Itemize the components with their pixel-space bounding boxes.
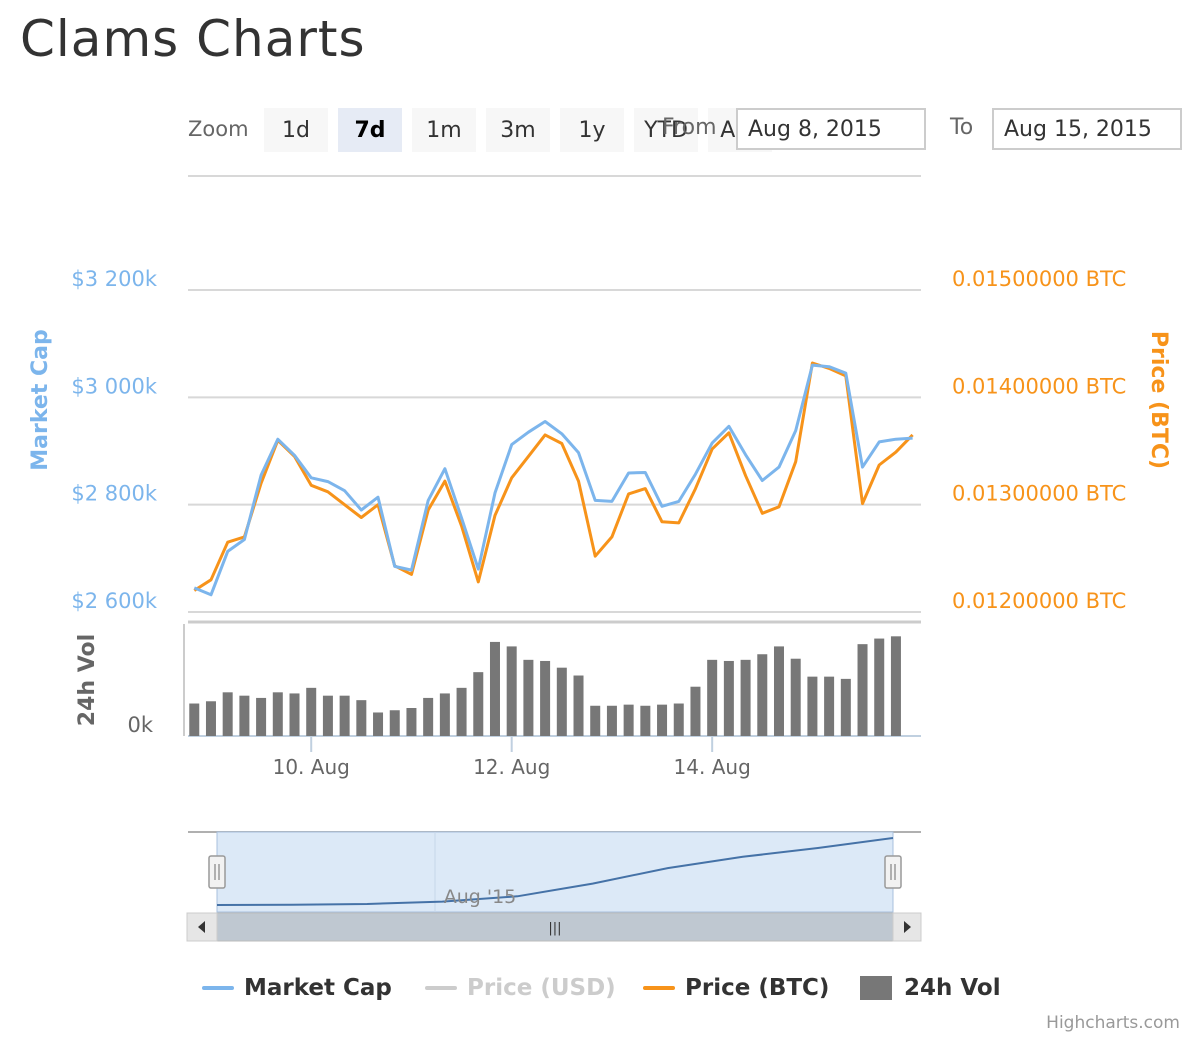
volume-bar <box>322 695 333 736</box>
legend-market-cap[interactable]: Market Cap <box>202 972 392 1004</box>
x-axis-tick-label: 14. Aug <box>674 755 751 779</box>
volume-bar <box>757 654 768 736</box>
zoom-1y-button[interactable]: 1y <box>560 108 624 152</box>
legend-price-usd-label: Price (USD) <box>467 975 616 1001</box>
range-from-label: From <box>662 115 717 140</box>
volume-bar <box>874 638 885 736</box>
volume-bar <box>690 686 701 736</box>
scrollbar-left-arrow-icon <box>198 921 205 933</box>
right-axis-tick-label: 0.01500000 BTC <box>952 267 1126 291</box>
series-lines <box>193 361 914 597</box>
x-axis-tick-label: 10. Aug <box>273 755 350 779</box>
volume-bars <box>189 636 901 736</box>
zoom-label: Zoom <box>188 117 249 141</box>
volume-bar <box>657 704 668 736</box>
navigator[interactable]: Aug '15 ||| <box>186 831 922 942</box>
volume-bar <box>723 660 734 736</box>
legend-price-btc-label: Price (BTC) <box>685 975 830 1001</box>
price-btc-line <box>193 361 914 592</box>
volume-bar <box>590 705 601 736</box>
volume-bar <box>540 660 551 736</box>
volume-bar <box>890 636 901 736</box>
volume-bar <box>523 659 534 736</box>
volume-bar <box>773 646 784 736</box>
volume-bar <box>790 658 801 736</box>
volume-bar <box>306 687 317 736</box>
volume-bar <box>473 672 484 736</box>
volume-bar <box>439 693 450 736</box>
zoom-1d-button[interactable]: 1d <box>264 108 328 152</box>
legend-price-usd-swatch <box>425 986 457 990</box>
volume-axis-tick-label: 0k <box>127 713 153 737</box>
volume-bar <box>373 712 384 736</box>
volume-bar <box>640 705 651 736</box>
volume-bar <box>857 644 868 736</box>
right-axis-tick-label: 0.01400000 BTC <box>952 374 1126 398</box>
volume-bar <box>239 695 250 736</box>
legend-24h-vol[interactable]: 24h Vol <box>860 972 1001 1004</box>
volume-bar <box>289 693 300 736</box>
volume-bar <box>423 697 434 736</box>
volume-bar <box>506 646 517 736</box>
volume-bar <box>807 676 818 736</box>
volume-bar <box>489 641 500 736</box>
volume-bar <box>824 676 835 736</box>
navigator-left-handle <box>208 855 226 889</box>
legend-price-btc-swatch <box>643 986 675 990</box>
volume-bar <box>189 703 200 736</box>
volume-bar <box>707 659 718 736</box>
volume-bar <box>740 659 751 736</box>
legend-24h-vol-swatch <box>860 976 892 1000</box>
volume-bar <box>623 704 634 736</box>
volume-bar <box>272 692 283 736</box>
legend-market-cap-label: Market Cap <box>244 975 392 1001</box>
volume-bar <box>556 667 567 736</box>
navigator-series-line <box>216 837 894 906</box>
left-axis-title: Market Cap <box>28 329 53 470</box>
volume-bar <box>673 703 684 736</box>
navigator-date-label: Aug '15 <box>444 886 517 908</box>
legend-price-usd[interactable]: Price (USD) <box>425 972 616 1004</box>
scrollbar-grip-icon: ||| <box>548 921 561 936</box>
zoom-1m-button[interactable]: 1m <box>412 108 476 152</box>
volume-bar <box>606 705 617 736</box>
right-axis-title: Price (BTC) <box>1146 331 1171 469</box>
volume-bar <box>456 687 467 736</box>
axis-labels: $3 200k $3 000k $2 800k $2 600k 0.01500000 B… <box>28 267 1171 779</box>
right-axis-tick-label: 0.01200000 BTC <box>952 589 1126 613</box>
zoom-3m-button[interactable]: 3m <box>486 108 550 152</box>
volume-bar <box>406 708 417 736</box>
navigator-selection <box>216 831 894 913</box>
volume-bar <box>256 697 267 736</box>
x-axis-tick-label: 12. Aug <box>473 755 550 779</box>
range-to-label: To <box>950 115 974 140</box>
legend-price-btc[interactable]: Price (BTC) <box>643 972 829 1004</box>
volume-bar <box>573 675 584 736</box>
left-axis-tick-label: $2 600k <box>71 589 157 613</box>
range-to-input[interactable] <box>992 108 1182 150</box>
legend-24h-vol-label: 24h Vol <box>904 975 1001 1001</box>
volume-bar <box>356 700 367 736</box>
volume-bar <box>339 695 350 736</box>
range-from-input[interactable] <box>736 108 926 150</box>
navigator-right-handle <box>884 855 902 889</box>
left-axis-tick-label: $3 000k <box>71 374 157 398</box>
credits-link[interactable]: Highcharts.com <box>1046 1013 1180 1033</box>
page-title: Clams Charts <box>20 10 366 68</box>
volume-bar <box>222 692 233 736</box>
left-axis-tick-label: $3 200k <box>71 267 157 291</box>
volume-axis-title: 24h Vol <box>75 634 100 726</box>
volume-bar <box>205 701 216 736</box>
market-cap-line <box>193 363 913 597</box>
volume-bar <box>840 678 851 736</box>
left-axis-tick-label: $2 800k <box>71 482 157 506</box>
scrollbar-right-arrow-icon <box>904 921 911 933</box>
zoom-ytd-button[interactable]: YTD <box>634 108 698 152</box>
right-axis-tick-label: 0.01300000 BTC <box>952 482 1126 506</box>
legend-market-cap-swatch <box>202 986 234 990</box>
volume-bar <box>389 710 400 736</box>
zoom-7d-button[interactable]: 7d <box>338 108 402 152</box>
